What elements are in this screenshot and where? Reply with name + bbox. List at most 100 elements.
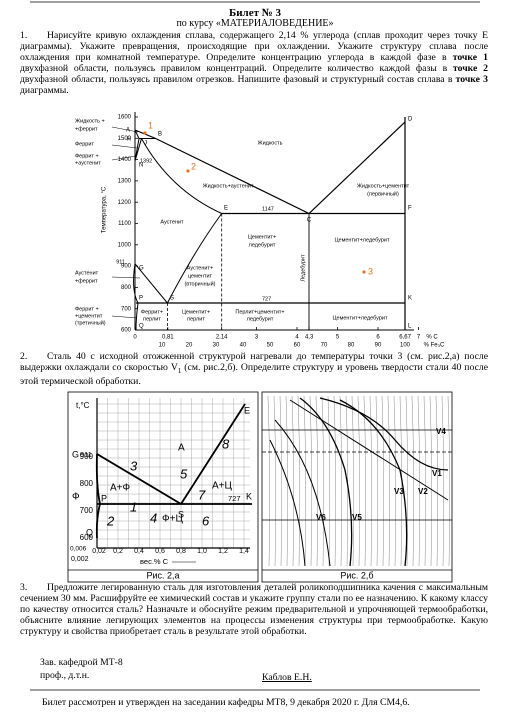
point-label: S (170, 296, 174, 302)
region-label: перлит (187, 316, 205, 322)
region-label: Цементит+ (248, 234, 276, 240)
hatch-line (411, 395, 414, 567)
point-marker: 3 (130, 458, 138, 473)
hatch-line (357, 395, 360, 567)
hatch-line (405, 395, 408, 567)
point-marker: 5 (180, 466, 188, 481)
task-number: 1. (20, 30, 28, 41)
y-tick-label: 1000 (118, 242, 132, 248)
x-tick-label: 2,14 (216, 335, 228, 341)
point-label: A (126, 128, 130, 134)
phase-label: A (178, 443, 185, 454)
point-label: P (101, 493, 107, 503)
region-label: ледебурит (249, 242, 276, 248)
region-label: Цементит+ (182, 309, 210, 315)
marker-dot (186, 169, 190, 173)
y-tick-label: 800 (121, 285, 132, 291)
region-label: Аустенит+ (187, 265, 213, 271)
hatch-line (333, 395, 336, 567)
task-text: двухфазной области, пользуясь правилом к… (20, 62, 453, 74)
y-tick-label: 1200 (118, 200, 132, 206)
ticket-title: Билет № 3 (228, 7, 282, 19)
x2-unit: % Fe₃C (424, 343, 445, 349)
point-label: C (307, 218, 312, 224)
y-tick-label: 800 (80, 479, 94, 488)
hatch-line (447, 395, 450, 567)
diagram-curve (274, 419, 331, 567)
x2-tick-label: 60 (294, 343, 301, 349)
hatch-line (345, 395, 348, 567)
region-label: +цементит (75, 313, 103, 319)
temperature-label: 727 (262, 296, 271, 302)
region-label: Жидкость+аустенит (203, 183, 254, 189)
figure-caption: Рис. 2,б (340, 570, 373, 580)
region-label: (первичный) (367, 190, 399, 197)
y-tick-label: 1100 (118, 221, 132, 227)
region-label: перлит (143, 316, 161, 322)
figure-caption: Рис. 2,а (146, 570, 179, 580)
region-label: Цементит+ледебурит (334, 237, 390, 243)
x-tick-label: 0,6 (155, 548, 165, 555)
course-subtitle: по курсу «МАТЕРИАЛОВЕДЕНИЕ» (176, 18, 334, 29)
task-2: 2. Сталь 40 с исходной отожженной структу… (20, 351, 488, 388)
region-label: Феррит (75, 141, 94, 147)
task-text: точке 2 (453, 62, 488, 74)
point-label: Q (86, 527, 93, 537)
point-marker: 2 (191, 161, 196, 171)
x-tick-label: 0,8 (176, 548, 186, 555)
temperature-label: 911 (80, 450, 92, 459)
point-label: Q (139, 324, 144, 330)
x-tick-label: 1,0 (197, 548, 207, 555)
hatch-line (375, 395, 378, 567)
head-rank: проф., д.т.н. (40, 670, 90, 681)
region-label: Феррит + (75, 306, 99, 312)
y-tick-label: 700 (80, 506, 94, 515)
marker-dot (143, 131, 147, 135)
hatch-line (279, 395, 282, 567)
diagram-curve (134, 121, 406, 215)
diagram-line (111, 144, 138, 149)
y-tick-label: 1300 (118, 178, 132, 184)
phase-label: A+Ф (110, 483, 131, 494)
task-text: Нарисуйте кривую охлаждения сплава, соде… (20, 30, 488, 63)
x2-tick-label: 40 (240, 343, 247, 349)
point-marker: 2 (106, 513, 115, 528)
point-marker: 8 (222, 436, 230, 451)
x-tick-label: 4 (295, 335, 299, 341)
diagram-line (111, 276, 141, 279)
point-label: L (408, 324, 412, 330)
y-tick-label: 600 (80, 533, 94, 542)
diagram-curve (289, 399, 449, 501)
point-label: G (139, 266, 144, 272)
task-text: диаграммы. (20, 84, 69, 96)
task-text: точке 3 (455, 73, 488, 85)
x2-tick-label: 10 (159, 343, 166, 349)
hatch-line (417, 395, 420, 567)
x-tick-label: 0,006 (70, 546, 87, 553)
point-marker: 4 (150, 510, 157, 525)
hatch-line (327, 395, 330, 567)
hatch-line (267, 395, 270, 567)
y-axis-title: Температура, °С (102, 186, 108, 233)
region-label: цементит (188, 273, 213, 279)
region-label: Ледебурит (300, 254, 306, 282)
hatch-line (441, 395, 444, 567)
cooling-rate-label: V3 (394, 487, 404, 496)
x2-tick-label: 90 (375, 343, 382, 349)
diagram-curve (180, 403, 246, 505)
temperature-label: 1392 (140, 158, 152, 164)
region-label: Феррит+ (141, 309, 163, 315)
x-unit: % С (426, 335, 438, 341)
head-name: Каблов Е.Н. (262, 672, 312, 683)
y-tick-label: 1600 (118, 115, 132, 121)
x-tick-label: 3 (255, 335, 259, 341)
x2-tick-label: 80 (348, 343, 355, 349)
temperature-label: 1147 (262, 206, 274, 212)
diagram-line (111, 315, 138, 319)
region-label: Аустенит (75, 270, 99, 276)
task-text: (см. рис.2,б). Определите структуру и ур… (20, 361, 488, 387)
region-label: Цементит+ледебурит (332, 315, 388, 321)
task-1: 1. Нарисуйте кривую охлаждения сплава, со… (20, 30, 488, 96)
region-label: +феррит (75, 278, 98, 284)
